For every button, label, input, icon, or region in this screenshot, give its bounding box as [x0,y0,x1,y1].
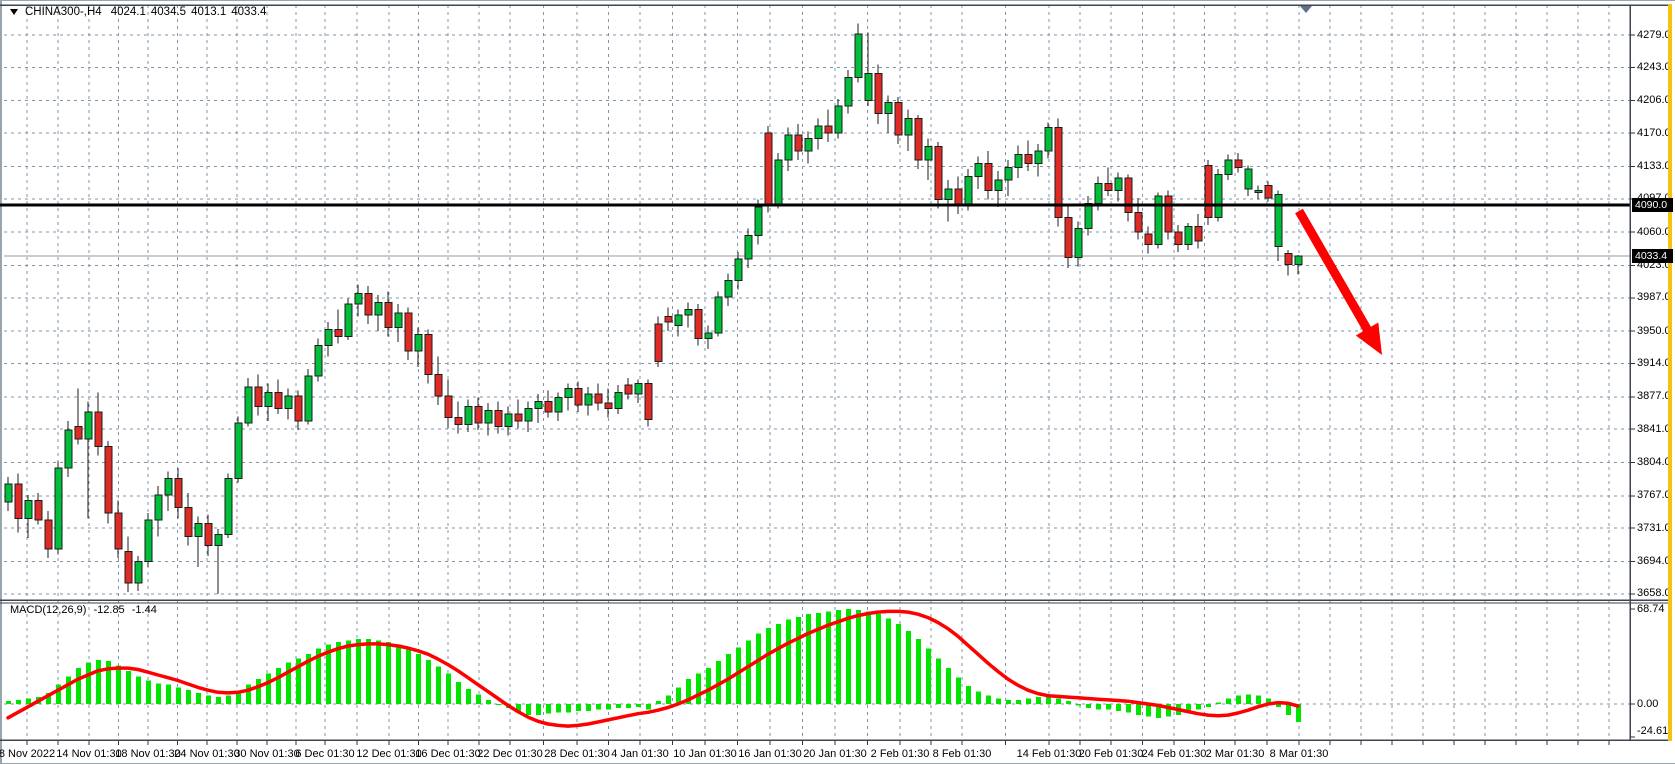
price-axis-label: 3767.0 [1637,489,1671,502]
price-axis-label: 3658.0 [1637,587,1671,600]
price-axis-label: 3841.0 [1637,422,1671,435]
price-axis-label: 3914.0 [1637,357,1671,369]
price-axis-label: 4133.0 [1637,159,1671,172]
current-price-label: 4033.4 [1632,249,1673,264]
time-axis-label: 28 Dec 01:30 [544,748,610,760]
time-axis-label: 8 Mar 01:30 [1269,748,1329,760]
time-axis-label: 16 Dec 01:30 [415,748,481,760]
time-axis-label: 20 Feb 01:30 [1078,748,1144,760]
price-axis-label: 3877.0 [1637,390,1671,403]
time-axis-label: 22 Dec 01:30 [477,748,543,760]
macd-value: -12.85 [93,604,125,616]
time-axis-label: 2 Feb 01:30 [870,748,930,760]
time-axis-label: 14 Feb 01:30 [1016,748,1082,760]
price-axis-label: 3694.0 [1637,555,1671,567]
macd-indicator-label: MACD(12,26,9) -12.85 -1.44 [10,604,161,616]
time-axis-label: 24 Feb 01:30 [1141,748,1207,760]
panel-borders [0,4,1672,745]
macd-name: MACD(12,26,9) [10,604,87,616]
time-axis-label: 18 Nov 01:30 [115,748,181,760]
time-axis-label: 24 Nov 01:30 [174,748,240,760]
price-axis-label: 4060.0 [1637,225,1671,238]
macd-histogram [6,609,1301,722]
time-axis-label: 20 Jan 01:30 [803,748,867,760]
chart-title-close: 4033.4 [231,6,267,18]
chart-right-edge-line [1668,4,1672,741]
price-axis-label: 4243.0 [1637,60,1671,73]
time-axis-label: 16 Jan 01:30 [738,748,802,760]
time-axis-label: 2 Mar 01:30 [1205,748,1265,760]
time-axis-label: 6 Dec 01:30 [295,748,355,760]
chart-title-open: 4024.1 [110,6,146,18]
macd-signal-line [6,609,1300,728]
price-axis-label: 4206.0 [1637,94,1671,107]
price-axis-label: 3804.0 [1637,456,1671,468]
price-axis-label: 3731.0 [1637,521,1671,534]
price-axis-label: 4170.0 [1637,126,1671,139]
price-axis-label: 3950.0 [1637,324,1671,337]
time-axis-label: 10 Jan 01:30 [673,748,737,760]
chart-title-low: 4013.1 [191,6,227,18]
chart-title-bar: CHINA300-,H4 4024.1 4034.5 4013.1 4033.4 [10,5,266,19]
time-axis-label: 30 Nov 01:30 [234,748,300,760]
time-axis-label: 8 Nov 2022 [0,748,56,760]
time-axis-label: 14 Nov 01:30 [56,748,122,760]
price-axis-label: 3987.0 [1637,291,1671,304]
time-axis-label: 12 Dec 01:30 [356,748,422,760]
price-axis-label: 4279.0 [1637,28,1671,41]
hline-price-label: 4090.0 [1632,198,1673,213]
time-axis-label: 8 Feb 01:30 [932,748,992,760]
time-axis-label: 4 Jan 01:30 [611,748,669,760]
trend-arrow-annotation[interactable] [1295,208,1382,355]
chart-shift-icon[interactable] [1300,6,1312,13]
chart-title-symbol: CHINA300-,H4 [25,6,102,18]
macd-signal-value: -1.44 [131,604,157,616]
symbol-dropdown-icon[interactable] [10,9,18,15]
chart-title-high: 4034.5 [150,6,187,18]
candlestick-series [4,23,1303,594]
